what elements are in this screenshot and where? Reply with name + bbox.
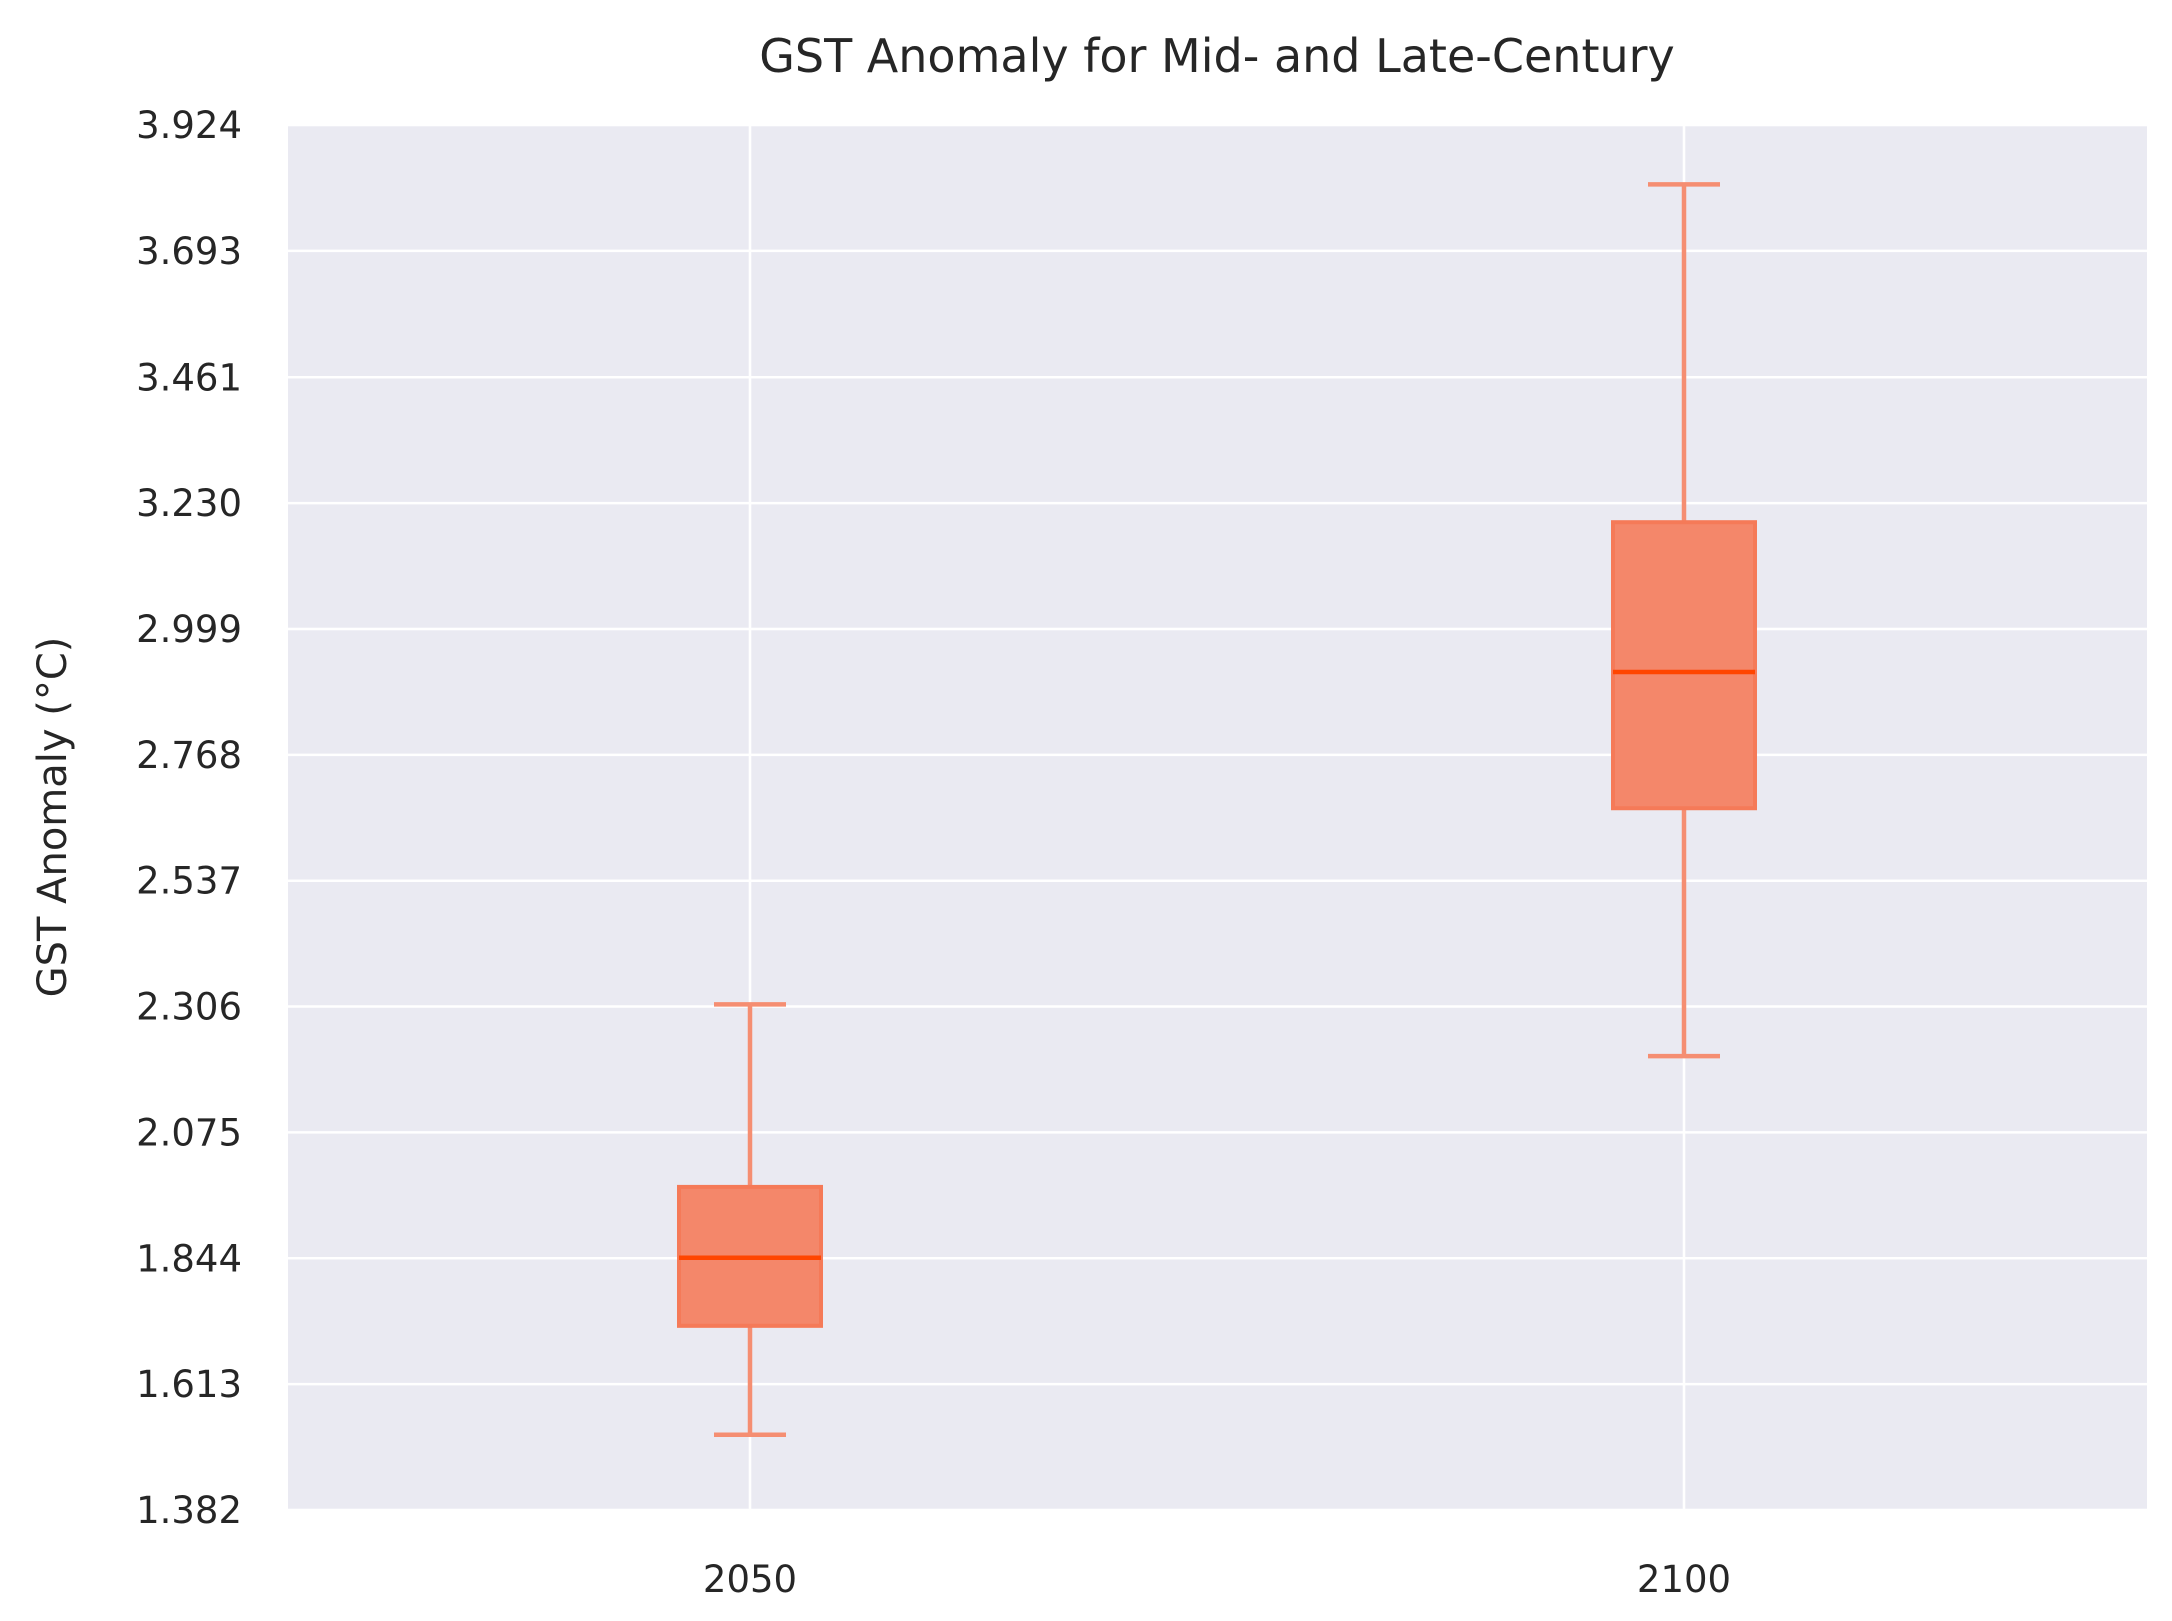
y-tick-labels: 1.382 1.613 1.844 2.075 2.306 2.537 2.768 2.999…	[136, 104, 242, 1532]
box-2100	[1611, 182, 1757, 1059]
box-series	[677, 182, 1757, 1438]
x-tick-label: 2100	[1637, 1558, 1731, 1601]
y-tick-label: 3.230	[136, 482, 242, 525]
y-tick-label: 3.693	[136, 230, 242, 273]
y-tick-label: 2.306	[136, 986, 242, 1029]
x-tick-label: 2050	[703, 1558, 797, 1601]
y-tick-label: 1.613	[136, 1363, 242, 1406]
y-axis-label: GST Anomaly (°C)	[30, 637, 76, 998]
y-tick-label: 2.768	[136, 734, 242, 777]
y-tick-label: 3.924	[136, 104, 242, 147]
y-tick-label: 2.075	[136, 1111, 242, 1154]
iqr-box	[1611, 520, 1757, 811]
x-tick-labels: 2050 2100	[703, 1558, 1731, 1601]
y-tick-label: 2.537	[136, 860, 242, 903]
plot-area	[288, 125, 2147, 1510]
y-tick-label: 1.382	[136, 1489, 242, 1532]
box-2050	[677, 1002, 823, 1438]
y-tick-label: 3.461	[136, 356, 242, 399]
chart-title: GST Anomaly for Mid- and Late-Century	[759, 29, 1675, 83]
y-tick-label: 2.999	[136, 608, 242, 651]
y-tick-label: 1.844	[136, 1237, 242, 1280]
